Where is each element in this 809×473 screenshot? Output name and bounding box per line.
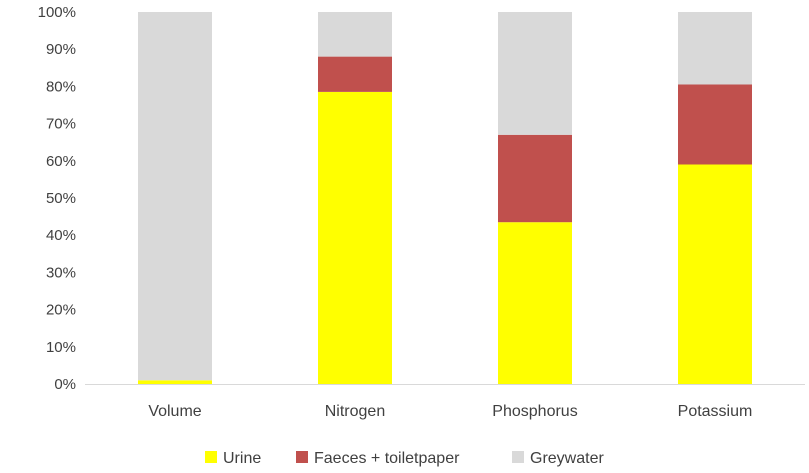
legend-item-greywater: Greywater [512,450,604,467]
y-tick-label: 40% [46,227,76,244]
x-tick-label-volume: Volume [148,403,201,420]
bars [138,12,752,384]
legend-label-greywater: Greywater [530,450,604,467]
bar-potassium-greywater [678,12,752,85]
x-tick-label-potassium: Potassium [678,403,753,420]
y-tick-label: 10% [46,339,76,356]
bar-phosphorus-greywater [498,12,572,135]
y-tick-label: 0% [54,376,76,393]
y-tick-label: 90% [46,41,76,58]
bar-phosphorus-faeces-toiletpaper [498,134,572,223]
legend-item-urine: Urine [205,450,261,467]
x-axis-category-labels: Volume Nitrogen Phosphorus Potassium [148,403,752,420]
legend-swatch-urine [205,451,217,463]
bar-phosphorus-urine [498,222,572,384]
y-tick-label: 30% [46,264,76,281]
bar-potassium-faeces-toiletpaper [678,84,752,165]
x-tick-label-phosphorus: Phosphorus [492,403,577,420]
bar-potassium-urine [678,164,752,384]
legend-item-faeces-toiletpaper: Faeces + toiletpaper [296,450,460,467]
bar-volume-greywater [138,12,212,381]
legend: Urine Faeces + toiletpaper Greywater [205,450,604,467]
bar-nitrogen-greywater [318,12,392,57]
bar-nitrogen-urine [318,92,392,384]
legend-swatch-faeces-toiletpaper [296,451,308,463]
bar-nitrogen-faeces-toiletpaper [318,56,392,92]
y-tick-label: 60% [46,153,76,170]
legend-swatch-greywater [512,451,524,463]
y-tick-label: 20% [46,302,76,319]
y-tick-label: 70% [46,116,76,133]
y-tick-label: 80% [46,78,76,95]
legend-label-faeces-toiletpaper: Faeces + toiletpaper [314,450,460,467]
x-tick-label-nitrogen: Nitrogen [325,403,385,420]
bar-volume-urine [138,380,212,384]
legend-label-urine: Urine [223,450,261,467]
y-tick-label: 100% [38,4,76,21]
y-axis-ticks: 0% 10% 20% 30% 40% 50% 60% 70% 80% 90% 100% [38,4,76,393]
y-tick-label: 50% [46,190,76,207]
